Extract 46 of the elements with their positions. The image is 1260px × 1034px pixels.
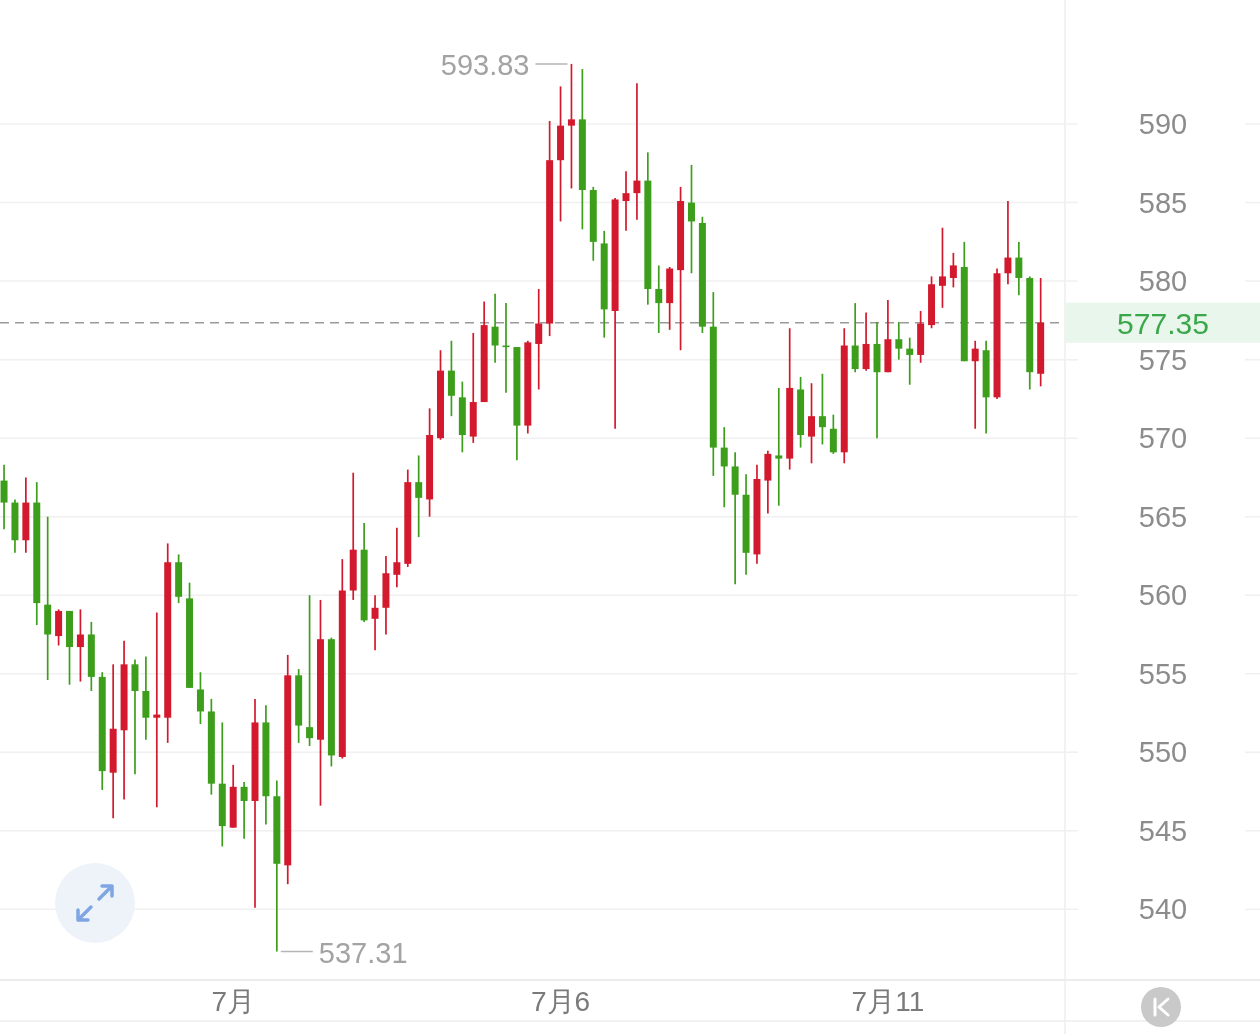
candlestick: [687, 164, 695, 275]
candlestick: [1015, 241, 1023, 297]
y-tick-label: 545: [1138, 814, 1188, 847]
candlestick: [371, 594, 379, 652]
y-tick-label: 540: [1138, 893, 1188, 926]
candlestick: [971, 339, 979, 430]
candlestick: [949, 252, 957, 289]
candlestick: [818, 372, 826, 446]
y-tick-label: 570: [1138, 422, 1188, 455]
candlestick: [567, 63, 575, 190]
y-tick-label: 575: [1138, 343, 1188, 376]
candlestick: [153, 611, 161, 809]
y-tick-label: 580: [1138, 265, 1188, 298]
y-tick-label: 560: [1138, 579, 1188, 612]
candlestick: [906, 336, 914, 386]
candlestick: [829, 413, 837, 455]
candlestick: [393, 526, 401, 589]
candlestick: [306, 594, 314, 747]
candlestick: [1004, 200, 1012, 286]
candlestick: [851, 302, 859, 374]
candlestick: [0, 464, 8, 531]
x-tick-label: 7月11: [851, 985, 925, 1017]
candlestick: [938, 226, 946, 309]
y-tick-label: 585: [1138, 186, 1188, 219]
candlestick: [633, 82, 641, 221]
candlestick: [622, 170, 630, 232]
candlestick: [491, 292, 499, 364]
candlestick: [655, 264, 663, 334]
ref-line-label: 577.35: [1117, 307, 1209, 341]
candlestick: [720, 426, 728, 509]
y-tick-label: 590: [1138, 108, 1188, 141]
x-tick-label: 7月6: [530, 985, 591, 1017]
candlestick: [895, 321, 903, 361]
candlestick: [808, 382, 816, 465]
annotation: 537.31: [318, 936, 408, 969]
candlestick: [775, 387, 783, 507]
y-tick-label: 555: [1138, 657, 1188, 690]
candlestick: [76, 608, 84, 683]
y-tick-label: 550: [1138, 736, 1188, 769]
candlestick: [415, 454, 423, 538]
x-tick-label: 7月: [211, 985, 255, 1017]
candlestick: [196, 671, 204, 725]
candlestick: [240, 781, 248, 840]
candlestick: [535, 288, 543, 391]
y-tick-label: 565: [1138, 500, 1188, 533]
annotation: 593.83: [440, 48, 530, 81]
